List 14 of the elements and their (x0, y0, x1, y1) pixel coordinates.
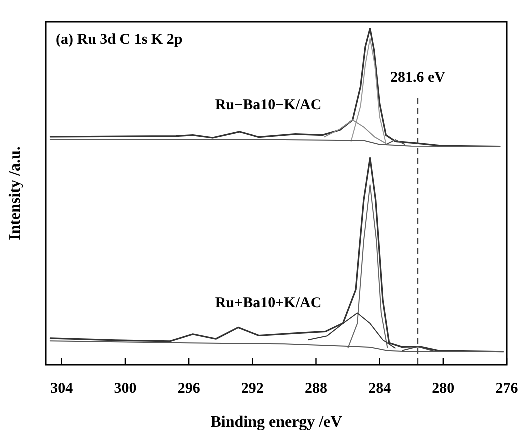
x-tick-label: 284 (368, 381, 392, 397)
x-tick-label: 296 (178, 381, 201, 397)
x-tick-label: 292 (241, 381, 264, 397)
chart-title: (a) Ru 3d C 1s K 2p (56, 32, 183, 48)
x-axis-title: Binding energy /eV (210, 414, 343, 431)
y-axis-title: Intensity /a.u. (7, 146, 24, 240)
x-tick-label: 280 (432, 381, 455, 397)
x-tick-label: 276 (496, 381, 519, 397)
ref-line-label: 281.6 eV (390, 70, 446, 86)
x-tick-label: 288 (304, 381, 328, 397)
x-tick-label: 300 (114, 381, 137, 397)
series-label: Ru−Ba10−K/AC (215, 97, 322, 114)
x-tick-label: 304 (50, 381, 74, 397)
series-label: Ru+Ba10+K/AC (215, 296, 322, 312)
